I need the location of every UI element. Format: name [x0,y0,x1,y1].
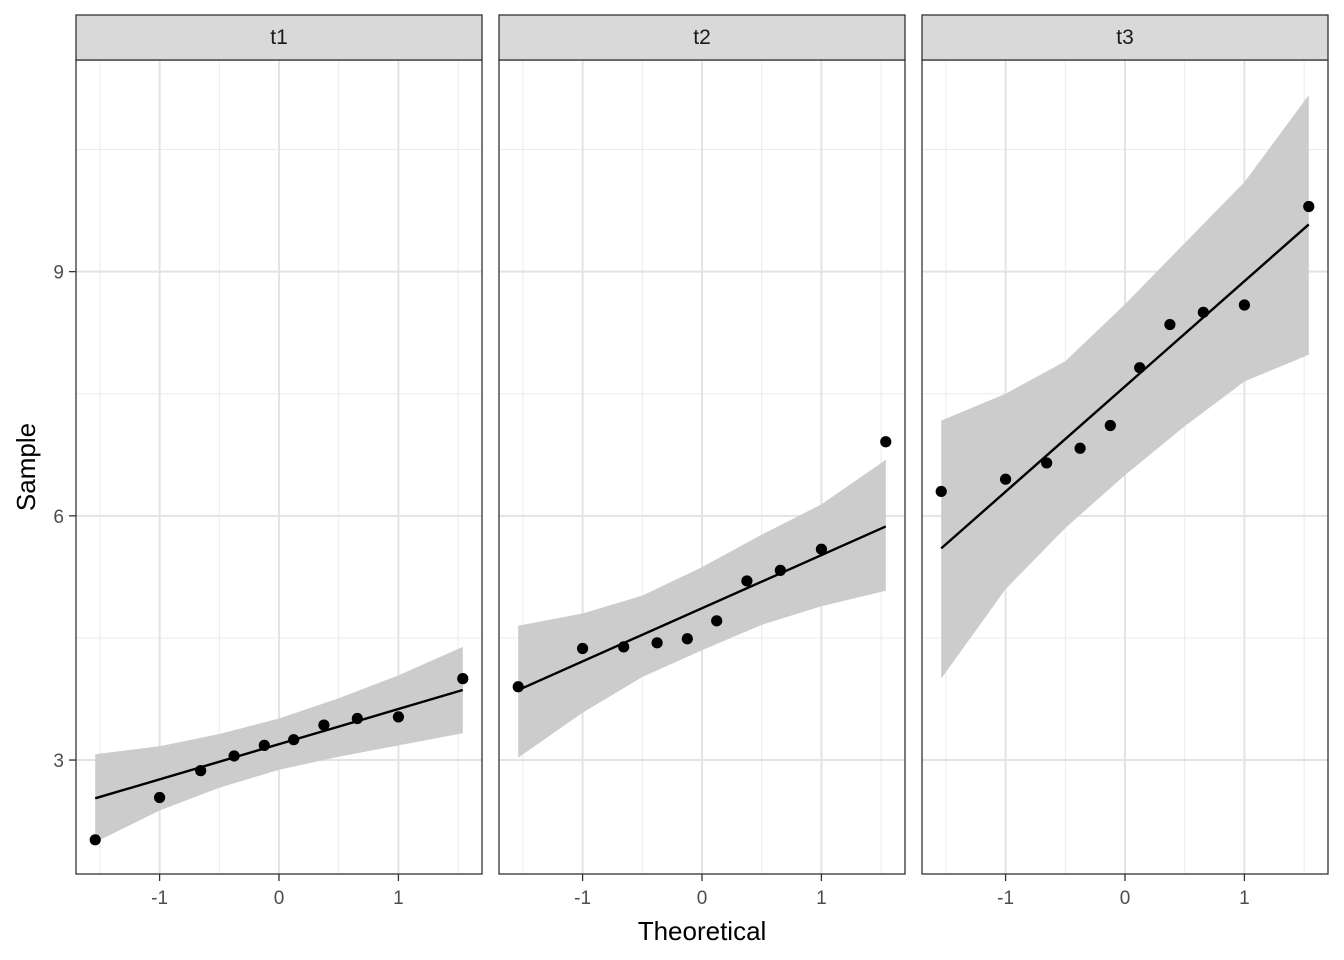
y-tick-label: 3 [53,751,64,772]
facet-strip [498,14,906,61]
data-point [1104,419,1116,432]
y-tick-label: 6 [53,507,64,528]
data-point [195,765,207,777]
data-point [935,485,947,498]
x-tick-label: 0 [1120,888,1131,909]
data-point [228,750,240,762]
reference-line [940,223,1310,550]
data-point [457,673,469,685]
reference-line [94,688,464,800]
facet-strip-label: t1 [270,26,288,49]
facet-panel-t3: t3 -1 0 1 [921,14,1329,909]
data-point [392,711,405,723]
data-point [1134,362,1146,374]
facet-strip [75,14,483,61]
x-tick-label: 1 [816,888,827,909]
facet-panels: t1 -1 0 1 t2 -1 0 1 t3 -1 0 1 [75,14,1329,909]
x-tick-label: 0 [697,888,708,909]
data-point [89,834,101,846]
data-point [318,719,330,731]
x-tick-label: 1 [393,888,404,909]
data-point [651,637,663,649]
data-point [512,681,524,693]
data-point [618,641,630,653]
facet-panel-t2: t2 -1 0 1 [498,14,906,909]
facet-strip-label: t3 [1116,26,1134,49]
data-point [1041,457,1053,469]
data-point [576,642,589,655]
data-point [1164,318,1176,331]
data-point [351,712,363,725]
data-point [711,615,723,627]
y-axis-title: Sample [11,423,41,511]
data-point [1074,442,1086,454]
x-tick-label: -1 [151,888,168,909]
x-tick-label: -1 [997,888,1014,909]
data-point [258,739,270,751]
data-point [774,564,786,576]
data-point [288,734,300,746]
data-point [741,575,753,587]
x-tick-label: 0 [274,888,285,909]
data-point [153,791,166,804]
facet-strip-label: t2 [693,26,711,49]
x-axis-title: Theoretical [638,916,767,946]
data-point [1238,299,1251,311]
data-point [815,543,828,555]
facet-strip [921,14,1329,61]
data-point [999,473,1012,485]
x-tick-label: 1 [1239,888,1250,909]
data-point [880,436,892,448]
y-axis: 3 6 9 [53,263,76,772]
y-tick-label: 9 [53,263,64,284]
data-point [1197,306,1209,318]
x-tick-label: -1 [574,888,591,909]
data-point [681,633,693,645]
data-point [1303,200,1315,213]
facet-panel-t1: t1 -1 0 1 [75,14,483,909]
